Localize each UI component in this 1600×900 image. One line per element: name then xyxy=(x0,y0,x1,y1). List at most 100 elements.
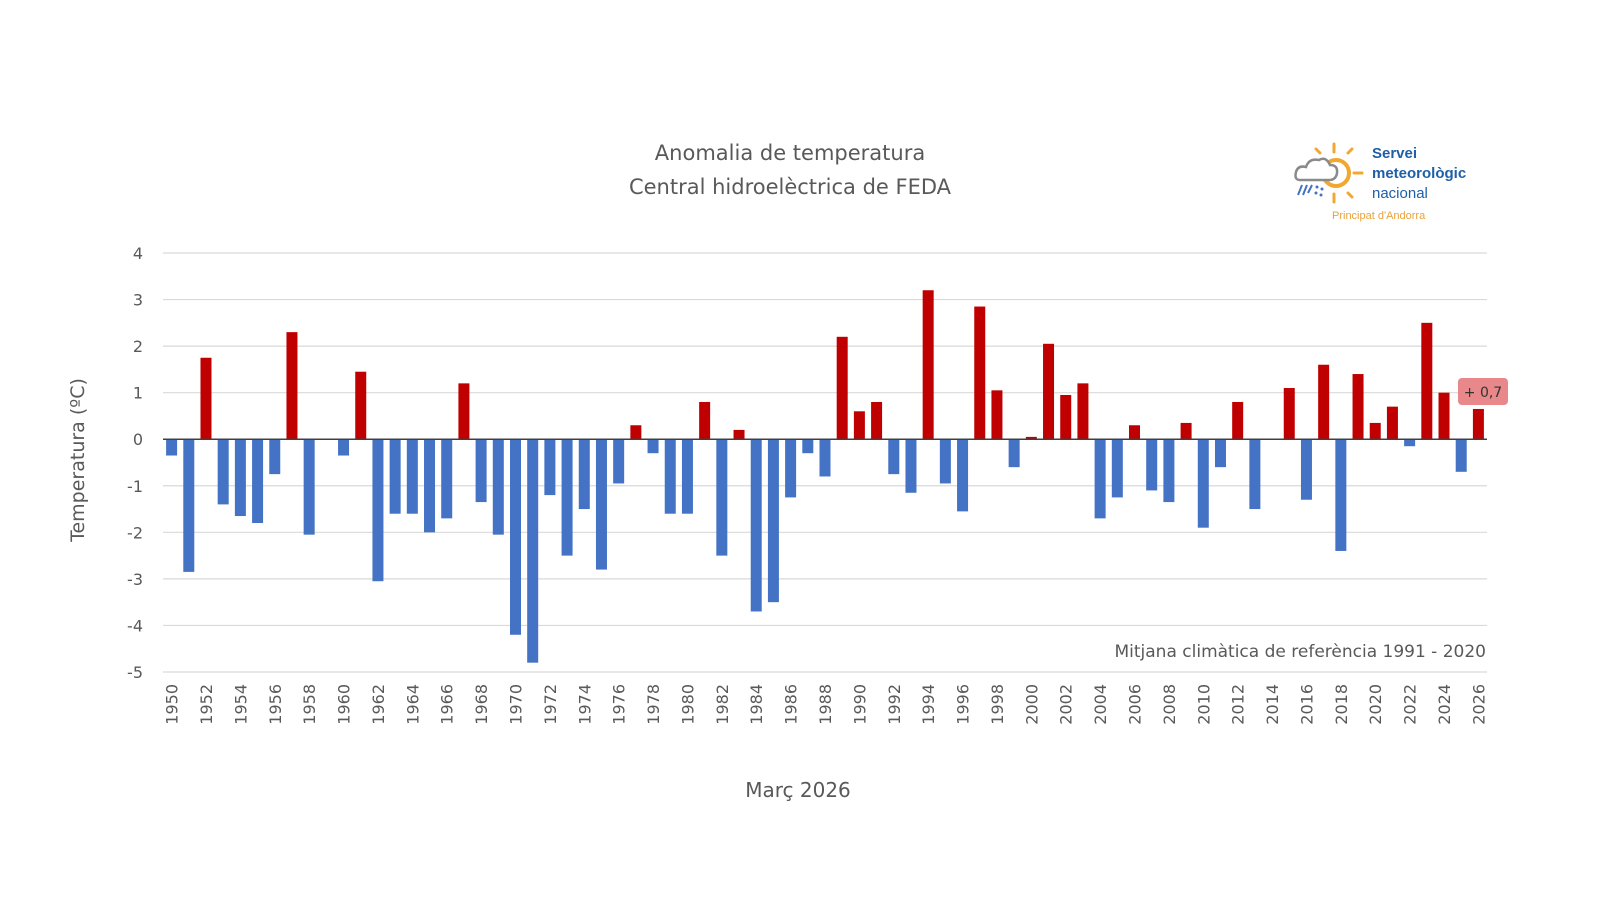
bar-1979 xyxy=(664,439,676,514)
y-tick-label: 4 xyxy=(133,244,143,263)
x-tick-label: 2016 xyxy=(1297,684,1316,725)
bar-2026 xyxy=(1472,408,1484,440)
bar-2008 xyxy=(1163,439,1175,503)
bar-1954 xyxy=(234,439,246,517)
y-tick-label: 1 xyxy=(133,384,143,403)
x-tick-label: 1972 xyxy=(541,684,560,725)
bar-1955 xyxy=(252,439,264,524)
x-tick-label: 2022 xyxy=(1401,684,1420,725)
bar-1970 xyxy=(509,439,521,635)
bar-1973 xyxy=(561,439,573,556)
bar-1985 xyxy=(767,439,779,603)
x-tick-label: 1950 xyxy=(163,684,182,725)
logo-line1: Servei xyxy=(1372,145,1418,162)
x-axis-label: Març 2026 xyxy=(745,778,851,802)
bar-2005 xyxy=(1111,439,1123,498)
x-tick-label: 1956 xyxy=(266,684,285,725)
x-tick-label: 1982 xyxy=(713,684,732,725)
last-value-label: + 0,7 xyxy=(1464,385,1502,401)
logo-line3: nacional xyxy=(1372,185,1428,202)
x-tick-label: 1966 xyxy=(438,684,457,725)
bar-2018 xyxy=(1335,439,1347,551)
x-tick-label: 1986 xyxy=(782,684,801,725)
y-tick-label: -3 xyxy=(127,570,143,589)
bar-1989 xyxy=(836,336,848,440)
bar-1960 xyxy=(338,439,350,456)
bar-1961 xyxy=(355,371,367,440)
x-tick-label: 2012 xyxy=(1229,684,1248,725)
bar-1983 xyxy=(733,429,745,440)
x-tick-label: 2004 xyxy=(1091,684,1110,725)
bar-2019 xyxy=(1352,374,1364,440)
y-tick-label: 3 xyxy=(133,291,143,310)
bar-1980 xyxy=(681,439,693,514)
bar-1975 xyxy=(595,439,607,570)
bar-1976 xyxy=(613,439,625,484)
logo-subtitle: Principat d'Andorra xyxy=(1332,210,1426,222)
bar-2010 xyxy=(1197,439,1209,528)
bar-1994 xyxy=(922,290,934,440)
bar-2007 xyxy=(1146,439,1158,491)
x-tick-label: 1980 xyxy=(678,684,697,725)
bar-2004 xyxy=(1094,439,1106,519)
bar-1958 xyxy=(303,439,315,535)
x-tick-label: 1974 xyxy=(575,684,594,725)
x-tick-label: 2026 xyxy=(1469,684,1488,725)
bar-2017 xyxy=(1318,364,1330,440)
bar-2013 xyxy=(1249,439,1261,510)
bar-1987 xyxy=(802,439,814,454)
x-tick-label: 1984 xyxy=(747,684,766,725)
x-tick-label: 2018 xyxy=(1332,684,1351,725)
x-tick-label: 1994 xyxy=(919,684,938,725)
bar-1986 xyxy=(785,439,797,498)
bar-1984 xyxy=(750,439,762,612)
smn-logo: Servei meteorològic nacional Principat d… xyxy=(1292,140,1492,230)
bar-2001 xyxy=(1043,343,1055,440)
bar-1968 xyxy=(475,439,487,503)
bar-2002 xyxy=(1060,394,1072,440)
bar-1967 xyxy=(458,383,470,440)
chart-subtitle: Central hidroelèctrica de FEDA xyxy=(629,175,952,199)
logo-text: Servei meteorològic nacional xyxy=(1372,144,1466,204)
bar-1971 xyxy=(527,439,539,663)
x-tick-label: 1960 xyxy=(335,684,354,725)
x-tick-label: 1996 xyxy=(954,684,973,725)
bar-2012 xyxy=(1232,401,1244,440)
x-tick-label: 2010 xyxy=(1194,684,1213,725)
bar-1997 xyxy=(974,306,986,440)
x-tick-label: 2008 xyxy=(1160,684,1179,725)
bar-1993 xyxy=(905,439,917,493)
bar-1999 xyxy=(1008,439,1020,468)
x-tick-label: 1970 xyxy=(506,684,525,725)
bar-1966 xyxy=(441,439,453,519)
bar-2025 xyxy=(1455,439,1467,472)
bar-1962 xyxy=(372,439,384,582)
y-tick-label: -2 xyxy=(127,523,143,542)
y-tick-label: -4 xyxy=(127,616,143,635)
bar-1988 xyxy=(819,439,831,477)
bar-1974 xyxy=(578,439,590,510)
bar-1963 xyxy=(389,439,401,514)
bar-1991 xyxy=(871,401,883,440)
y-tick-label: 0 xyxy=(133,430,143,449)
x-tick-label: 2014 xyxy=(1263,684,1282,725)
sun-cloud-rain-icon xyxy=(1294,142,1364,204)
x-tick-label: 2006 xyxy=(1126,684,1145,725)
y-axis-label: Temperatura (ºC) xyxy=(67,378,89,543)
bar-2011 xyxy=(1214,439,1226,468)
x-tick-label: 1978 xyxy=(644,684,663,725)
x-tick-label: 1998 xyxy=(988,684,1007,725)
bar-1956 xyxy=(269,439,281,475)
x-tick-label: 1990 xyxy=(850,684,869,725)
bar-1981 xyxy=(699,401,711,440)
bar-1977 xyxy=(630,425,642,440)
bar-2006 xyxy=(1129,425,1141,440)
x-tick-label: 1954 xyxy=(231,684,250,725)
bar-1995 xyxy=(939,439,951,484)
x-tick-label: 1952 xyxy=(197,684,216,725)
bar-2023 xyxy=(1421,322,1433,440)
bar-1996 xyxy=(957,439,969,512)
bar-2021 xyxy=(1386,406,1398,440)
bar-1982 xyxy=(716,439,728,556)
